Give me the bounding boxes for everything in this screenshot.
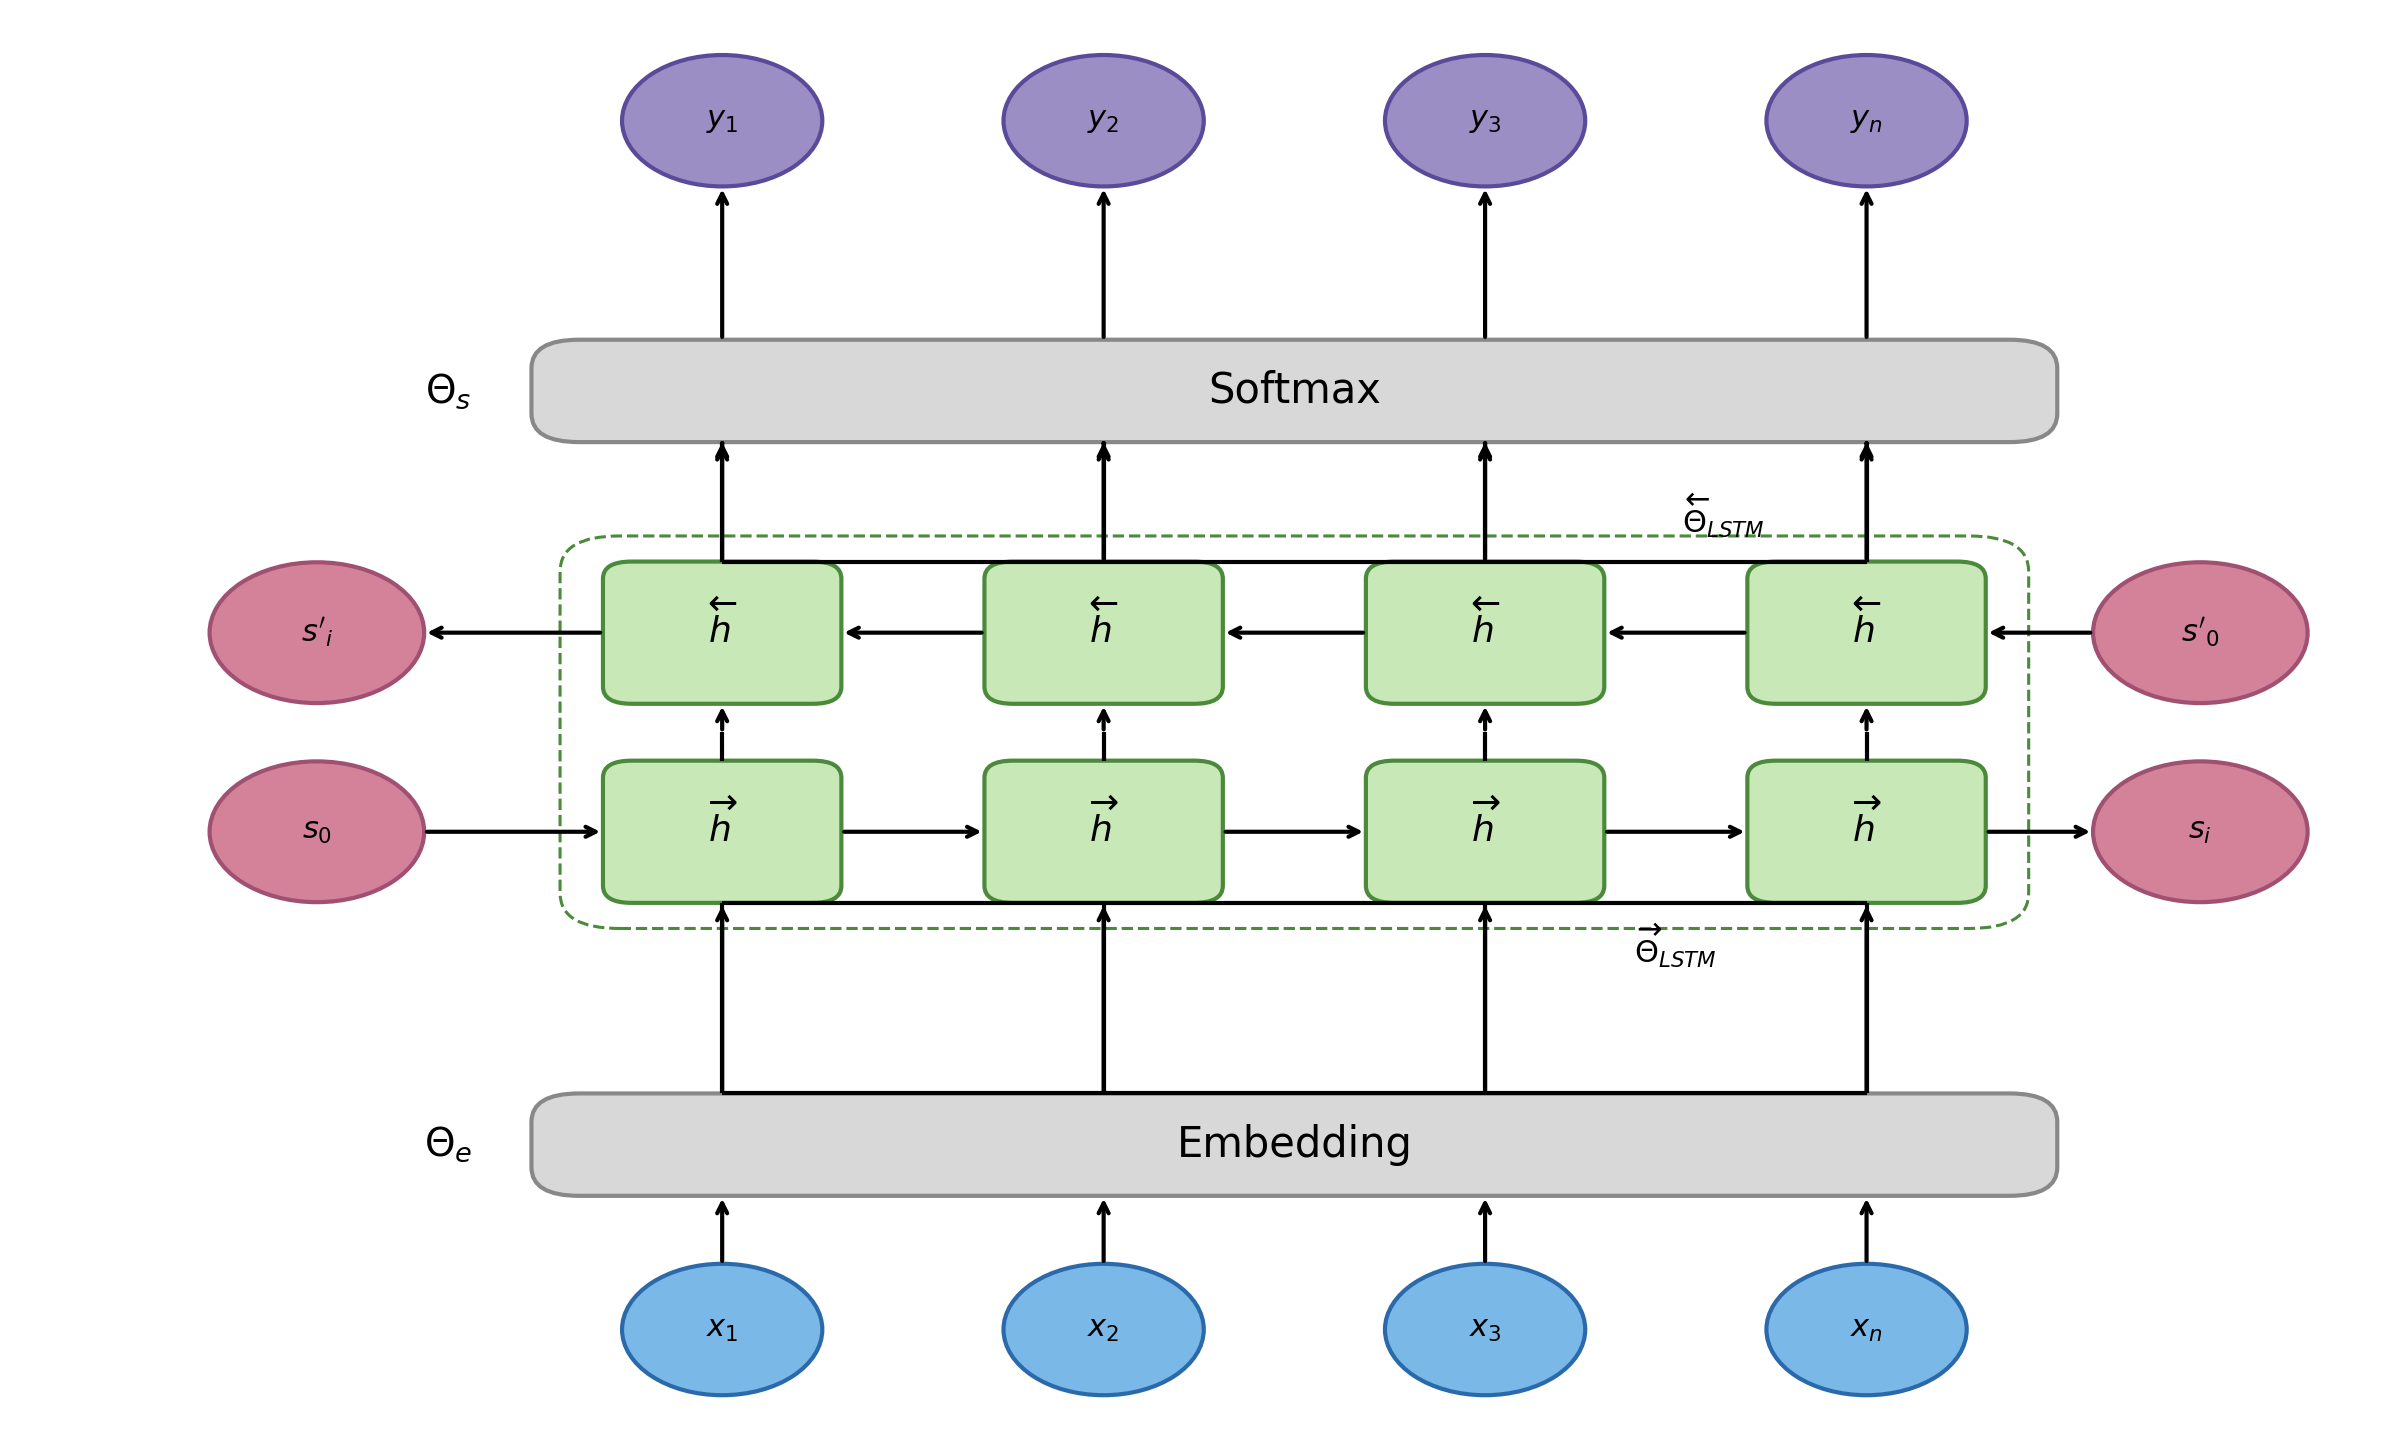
Ellipse shape (209, 761, 424, 902)
Text: $\overleftarrow{h}$: $\overleftarrow{h}$ (1089, 599, 1117, 649)
FancyBboxPatch shape (532, 1093, 2057, 1196)
Ellipse shape (2093, 563, 2307, 704)
FancyBboxPatch shape (986, 561, 1223, 704)
FancyBboxPatch shape (986, 761, 1223, 903)
Text: $\overleftarrow{h}$: $\overleftarrow{h}$ (707, 599, 736, 649)
Text: $s_0$: $s_0$ (302, 817, 331, 846)
Ellipse shape (621, 1264, 823, 1396)
Ellipse shape (1386, 1264, 1585, 1396)
Ellipse shape (1767, 1264, 1966, 1396)
Text: $y_3$: $y_3$ (1468, 106, 1501, 135)
Text: Embedding: Embedding (1177, 1123, 1412, 1166)
Text: $\overrightarrow{\Theta}_{LSTM}$: $\overrightarrow{\Theta}_{LSTM}$ (1635, 922, 1717, 969)
Ellipse shape (1002, 55, 1204, 187)
Text: $\overrightarrow{h}$: $\overrightarrow{h}$ (1089, 798, 1117, 849)
FancyBboxPatch shape (602, 561, 842, 704)
Ellipse shape (2093, 761, 2307, 902)
Ellipse shape (1002, 1264, 1204, 1396)
Ellipse shape (621, 55, 823, 187)
FancyBboxPatch shape (1367, 561, 1604, 704)
Ellipse shape (209, 563, 424, 704)
FancyBboxPatch shape (1748, 761, 1986, 903)
Ellipse shape (1386, 55, 1585, 187)
Text: $x_1$: $x_1$ (705, 1315, 739, 1344)
Text: $\overrightarrow{h}$: $\overrightarrow{h}$ (1851, 798, 1880, 849)
Text: $\Theta_e$: $\Theta_e$ (424, 1124, 472, 1165)
Text: $\overrightarrow{h}$: $\overrightarrow{h}$ (1470, 798, 1499, 849)
Text: $\overrightarrow{h}$: $\overrightarrow{h}$ (707, 798, 736, 849)
Ellipse shape (1767, 55, 1966, 187)
Text: $x_2$: $x_2$ (1086, 1315, 1120, 1344)
Text: $x_n$: $x_n$ (1851, 1315, 1882, 1344)
FancyBboxPatch shape (532, 340, 2057, 442)
Text: $y_2$: $y_2$ (1086, 106, 1120, 135)
Text: $\overleftarrow{\Theta}_{LSTM}$: $\overleftarrow{\Theta}_{LSTM}$ (1681, 493, 1765, 540)
Text: $y_1$: $y_1$ (705, 106, 739, 135)
FancyBboxPatch shape (602, 761, 842, 903)
Text: Softmax: Softmax (1209, 370, 1381, 412)
FancyBboxPatch shape (1748, 561, 1986, 704)
Text: $\overleftarrow{h}$: $\overleftarrow{h}$ (1470, 599, 1499, 649)
Text: $s_i$: $s_i$ (2189, 817, 2213, 846)
Text: $\overleftarrow{h}$: $\overleftarrow{h}$ (1851, 599, 1880, 649)
Text: $s'_0$: $s'_0$ (2182, 616, 2221, 649)
Text: $y_n$: $y_n$ (1851, 106, 1882, 135)
Text: $\Theta_s$: $\Theta_s$ (424, 370, 472, 411)
Text: $x_3$: $x_3$ (1468, 1315, 1501, 1344)
Text: $s'_i$: $s'_i$ (300, 616, 333, 649)
FancyBboxPatch shape (1367, 761, 1604, 903)
